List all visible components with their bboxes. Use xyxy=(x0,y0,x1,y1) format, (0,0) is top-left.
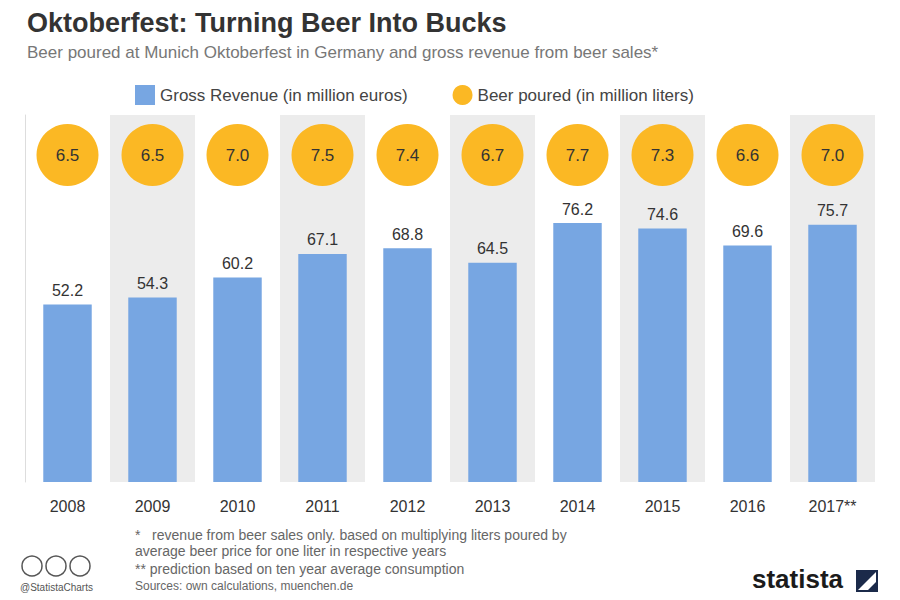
svg-text:74.6: 74.6 xyxy=(647,206,678,223)
svg-text:@StatistaCharts: @StatistaCharts xyxy=(20,582,93,593)
svg-text:statista: statista xyxy=(752,564,844,594)
svg-text:7.0: 7.0 xyxy=(821,146,845,165)
svg-text:2008: 2008 xyxy=(50,498,86,515)
svg-text:76.2: 76.2 xyxy=(562,201,593,218)
svg-text:60.2: 60.2 xyxy=(222,255,253,272)
svg-text:75.7: 75.7 xyxy=(817,202,848,219)
svg-text:2015: 2015 xyxy=(645,498,681,515)
svg-text:6.7: 6.7 xyxy=(481,146,505,165)
svg-text:2013: 2013 xyxy=(475,498,511,515)
svg-text:Beer poured at Munich Oktoberf: Beer poured at Munich Oktoberfest in Ger… xyxy=(27,43,659,62)
svg-text:Gross Revenue (in million euro: Gross Revenue (in million euros) xyxy=(160,86,408,105)
svg-text:2012: 2012 xyxy=(390,498,426,515)
svg-text:6.5: 6.5 xyxy=(141,146,165,165)
svg-text:7.5: 7.5 xyxy=(311,146,335,165)
svg-text:67.1: 67.1 xyxy=(307,231,338,248)
svg-text:7.3: 7.3 xyxy=(651,146,675,165)
svg-text:2016: 2016 xyxy=(730,498,766,515)
svg-text:average beer price for one lit: average beer price for one liter in resp… xyxy=(135,543,446,559)
svg-text:2017**: 2017** xyxy=(808,498,856,515)
svg-text:6.5: 6.5 xyxy=(56,146,80,165)
svg-text:52.2: 52.2 xyxy=(52,282,83,299)
svg-text:68.8: 68.8 xyxy=(392,226,423,243)
svg-text:7.0: 7.0 xyxy=(226,146,250,165)
svg-text:Beer poured (in million liters: Beer poured (in million liters) xyxy=(478,86,694,105)
svg-text:Sources: own calculations, mue: Sources: own calculations, muenchen.de xyxy=(135,579,353,593)
svg-text:2009: 2009 xyxy=(135,498,171,515)
svg-text:6.6: 6.6 xyxy=(736,146,760,165)
svg-text:7.4: 7.4 xyxy=(396,146,420,165)
svg-text:* revenue from beer sales on: * revenue from beer sales only. based on… xyxy=(135,527,571,543)
svg-text:7.7: 7.7 xyxy=(566,146,590,165)
svg-text:2014: 2014 xyxy=(560,498,596,515)
svg-text:Oktoberfest: Turning Beer Into: Oktoberfest: Turning Beer Into Bucks xyxy=(27,8,507,38)
svg-text:** prediction based on ten yea: ** prediction based on ten year average … xyxy=(135,561,464,577)
svg-text:69.6: 69.6 xyxy=(732,223,763,240)
svg-text:64.5: 64.5 xyxy=(477,240,508,257)
svg-text:54.3: 54.3 xyxy=(137,275,168,292)
svg-text:2011: 2011 xyxy=(305,498,340,515)
svg-text:2010: 2010 xyxy=(220,498,256,515)
